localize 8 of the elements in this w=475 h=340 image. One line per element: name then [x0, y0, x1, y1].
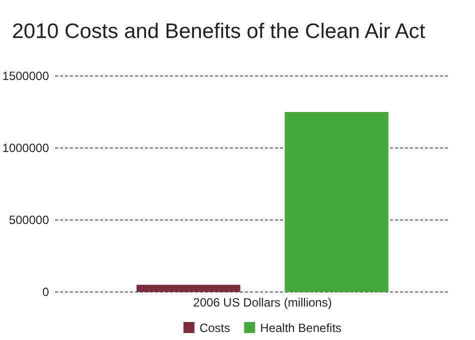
x-tick-label: 2006 US Dollars (millions): [193, 296, 332, 310]
y-tick-label: 0: [42, 284, 50, 299]
legend-label: Health Benefits: [260, 321, 342, 335]
y-tick-label: 500000: [8, 212, 50, 227]
legend-label: Costs: [199, 321, 230, 335]
chart-title: 2010 Costs and Benefits of the Clean Air Act: [12, 20, 426, 43]
y-tick-label: 1000000: [2, 140, 50, 155]
y-tick-label: 1500000: [2, 68, 50, 83]
